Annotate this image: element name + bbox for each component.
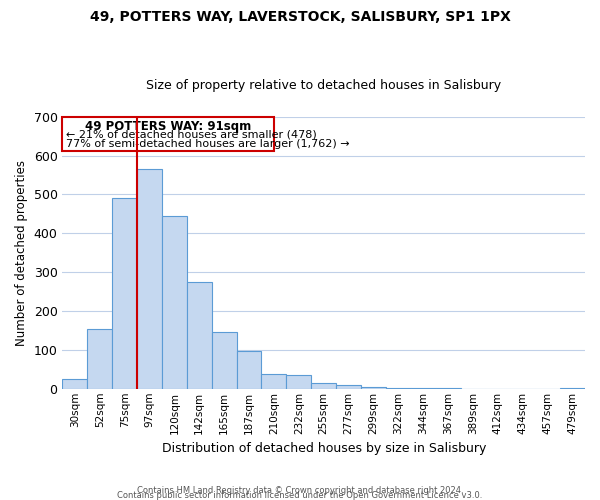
Bar xyxy=(560,388,585,389)
Bar xyxy=(137,169,162,389)
Bar xyxy=(361,387,386,389)
Title: Size of property relative to detached houses in Salisbury: Size of property relative to detached ho… xyxy=(146,79,501,92)
Bar xyxy=(386,388,411,389)
Bar xyxy=(187,282,212,389)
Bar xyxy=(62,379,88,389)
Text: 49, POTTERS WAY, LAVERSTOCK, SALISBURY, SP1 1PX: 49, POTTERS WAY, LAVERSTOCK, SALISBURY, … xyxy=(89,10,511,24)
Text: Contains public sector information licensed under the Open Government Licence v3: Contains public sector information licen… xyxy=(118,490,482,500)
Bar xyxy=(286,375,311,389)
Text: 77% of semi-detached houses are larger (1,762) →: 77% of semi-detached houses are larger (… xyxy=(66,140,350,149)
Bar xyxy=(262,374,286,389)
Bar xyxy=(336,385,361,389)
Text: ← 21% of detached houses are smaller (478): ← 21% of detached houses are smaller (47… xyxy=(66,130,317,140)
Bar xyxy=(88,328,112,389)
Bar xyxy=(162,216,187,389)
Bar xyxy=(112,198,137,389)
Bar xyxy=(212,332,236,389)
FancyBboxPatch shape xyxy=(62,117,274,151)
Text: 49 POTTERS WAY: 91sqm: 49 POTTERS WAY: 91sqm xyxy=(85,120,251,133)
Bar xyxy=(236,350,262,389)
Bar xyxy=(411,388,436,389)
Bar xyxy=(311,384,336,389)
Y-axis label: Number of detached properties: Number of detached properties xyxy=(15,160,28,346)
X-axis label: Distribution of detached houses by size in Salisbury: Distribution of detached houses by size … xyxy=(161,442,486,455)
Text: Contains HM Land Registry data © Crown copyright and database right 2024.: Contains HM Land Registry data © Crown c… xyxy=(137,486,463,495)
